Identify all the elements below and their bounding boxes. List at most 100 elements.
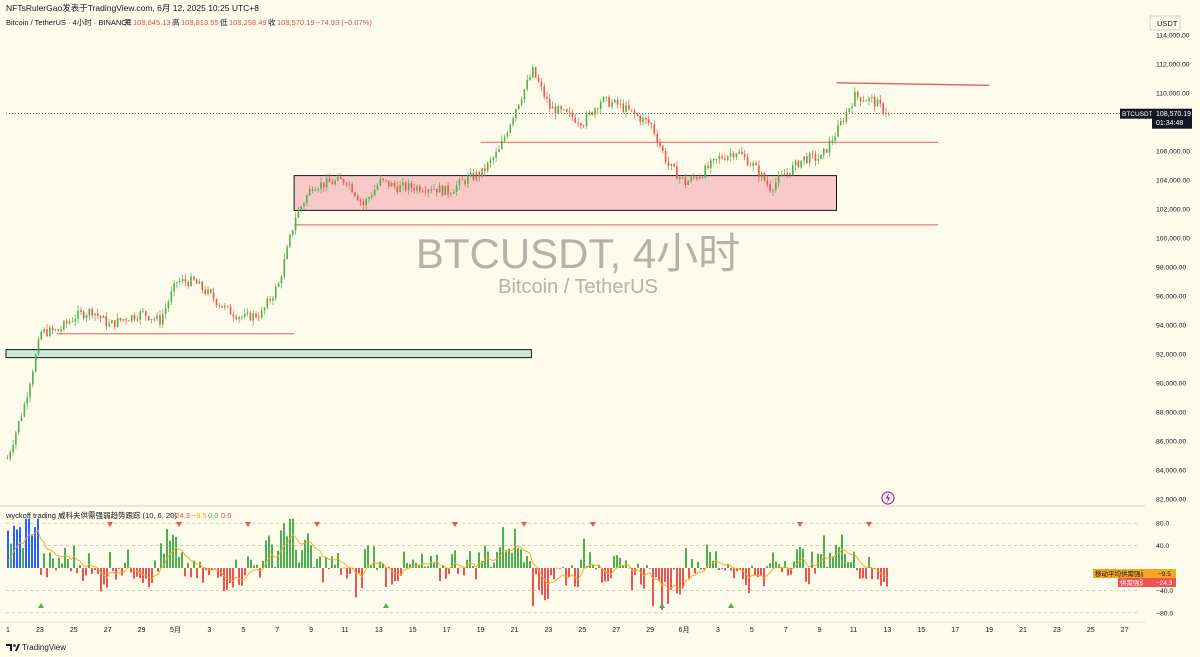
indicator-bar	[118, 568, 120, 569]
candle-body	[763, 173, 766, 181]
indicator-bar	[568, 568, 570, 578]
indicator-bar	[343, 567, 345, 569]
indicator-tick: 80.0	[1156, 521, 1169, 528]
indicator-bar	[610, 568, 612, 579]
candle-body	[156, 315, 158, 319]
indicator-bar	[457, 568, 459, 574]
candle-body	[588, 112, 591, 115]
indicator-bar	[628, 567, 630, 569]
candle-body	[780, 174, 783, 176]
indicator-bar	[814, 568, 816, 574]
indicator-bar	[301, 550, 303, 568]
indicator-bar	[67, 559, 69, 568]
candle-body	[424, 191, 427, 193]
indicator-bar	[100, 568, 102, 592]
candle-body	[323, 182, 325, 188]
candle-body	[325, 178, 328, 188]
candle-body	[210, 289, 212, 293]
candle-body	[568, 111, 571, 113]
candle-body	[128, 320, 130, 322]
lightning-icon[interactable]	[881, 491, 895, 505]
currency-box[interactable]	[1149, 15, 1181, 31]
indicator-bar	[601, 568, 603, 583]
candle-body	[523, 89, 526, 100]
indicator-bar	[409, 564, 411, 568]
candle-body	[269, 299, 271, 301]
candle-body	[667, 162, 670, 166]
candle-body	[368, 197, 370, 200]
candle-body	[153, 318, 156, 320]
indicator-bar	[22, 548, 24, 568]
candle-body	[876, 99, 879, 107]
candle-body	[204, 289, 206, 294]
candle-body	[786, 173, 788, 176]
candle-body	[17, 421, 20, 433]
watermark-title: BTCUSDT, 4小时	[416, 230, 740, 277]
support-zone[interactable]	[5, 349, 532, 359]
indicator-bar	[349, 568, 351, 574]
candle-body	[227, 305, 229, 307]
price-tick: 100,000.00	[1156, 236, 1190, 243]
indicator-bar	[64, 547, 66, 568]
candle-body	[746, 156, 749, 166]
indicator-bar	[730, 568, 732, 571]
candle-body	[882, 103, 884, 113]
candle-body	[571, 112, 574, 118]
indicator-bar	[412, 559, 414, 568]
candle-body	[794, 160, 797, 166]
candle-body	[246, 312, 249, 314]
candle-body	[650, 123, 653, 125]
candle-body	[684, 177, 687, 185]
time-tick: 23	[36, 627, 44, 634]
candle-body	[37, 339, 40, 355]
indicator-bar	[7, 530, 9, 568]
candle-body	[512, 118, 514, 125]
candle-body	[29, 384, 31, 398]
candle-body	[486, 162, 489, 171]
candle-body	[108, 323, 110, 327]
indicator-bar	[463, 568, 465, 576]
indicator-bar	[424, 566, 426, 568]
candle-body	[862, 100, 865, 102]
indicator-bar	[211, 568, 213, 571]
candle-body	[320, 182, 322, 189]
last-price-badge	[1152, 108, 1192, 129]
candle-body	[77, 310, 79, 319]
indicator-bar	[454, 550, 456, 568]
resistance-zone[interactable]	[293, 175, 838, 211]
indicator-bar	[151, 568, 153, 583]
indicator-bar	[856, 568, 858, 571]
candle-body	[769, 184, 771, 191]
indicator-bar	[346, 568, 348, 579]
indicator-bar	[304, 539, 306, 568]
candle-body	[399, 185, 401, 193]
horizontal-level-line[interactable]	[836, 82, 990, 86]
candle-body	[249, 312, 252, 321]
time-tick: 15	[917, 627, 925, 634]
candle-body	[758, 165, 760, 177]
indicator-bar	[247, 556, 249, 568]
indicator-bar	[808, 568, 810, 585]
candle-body	[455, 185, 458, 192]
indicator-legend[interactable]: wyckoff trading 威科夫供需强弱趋势跟踪 (10, 6, 20) …	[5, 510, 231, 520]
candle-body	[167, 301, 170, 308]
ohlc-low: 108,258.49	[229, 18, 267, 27]
indicator-bar	[598, 564, 600, 568]
indicator-tick: −40.0	[1156, 588, 1173, 595]
time-tick: 3	[716, 627, 720, 634]
candle-body	[698, 176, 701, 179]
candle-body	[760, 173, 763, 177]
sell-signal-marker	[314, 522, 320, 527]
candle-body	[80, 310, 82, 312]
candle-body	[297, 210, 300, 218]
candle-body	[15, 432, 17, 445]
indicator-bar	[652, 568, 654, 607]
time-tick: 23	[1053, 627, 1061, 634]
candle-body	[34, 354, 37, 372]
indicator-bar	[205, 568, 207, 571]
candle-body	[859, 97, 862, 102]
indicator-bar	[682, 568, 684, 589]
indicator-bar	[313, 566, 315, 568]
candle-body	[721, 156, 723, 159]
